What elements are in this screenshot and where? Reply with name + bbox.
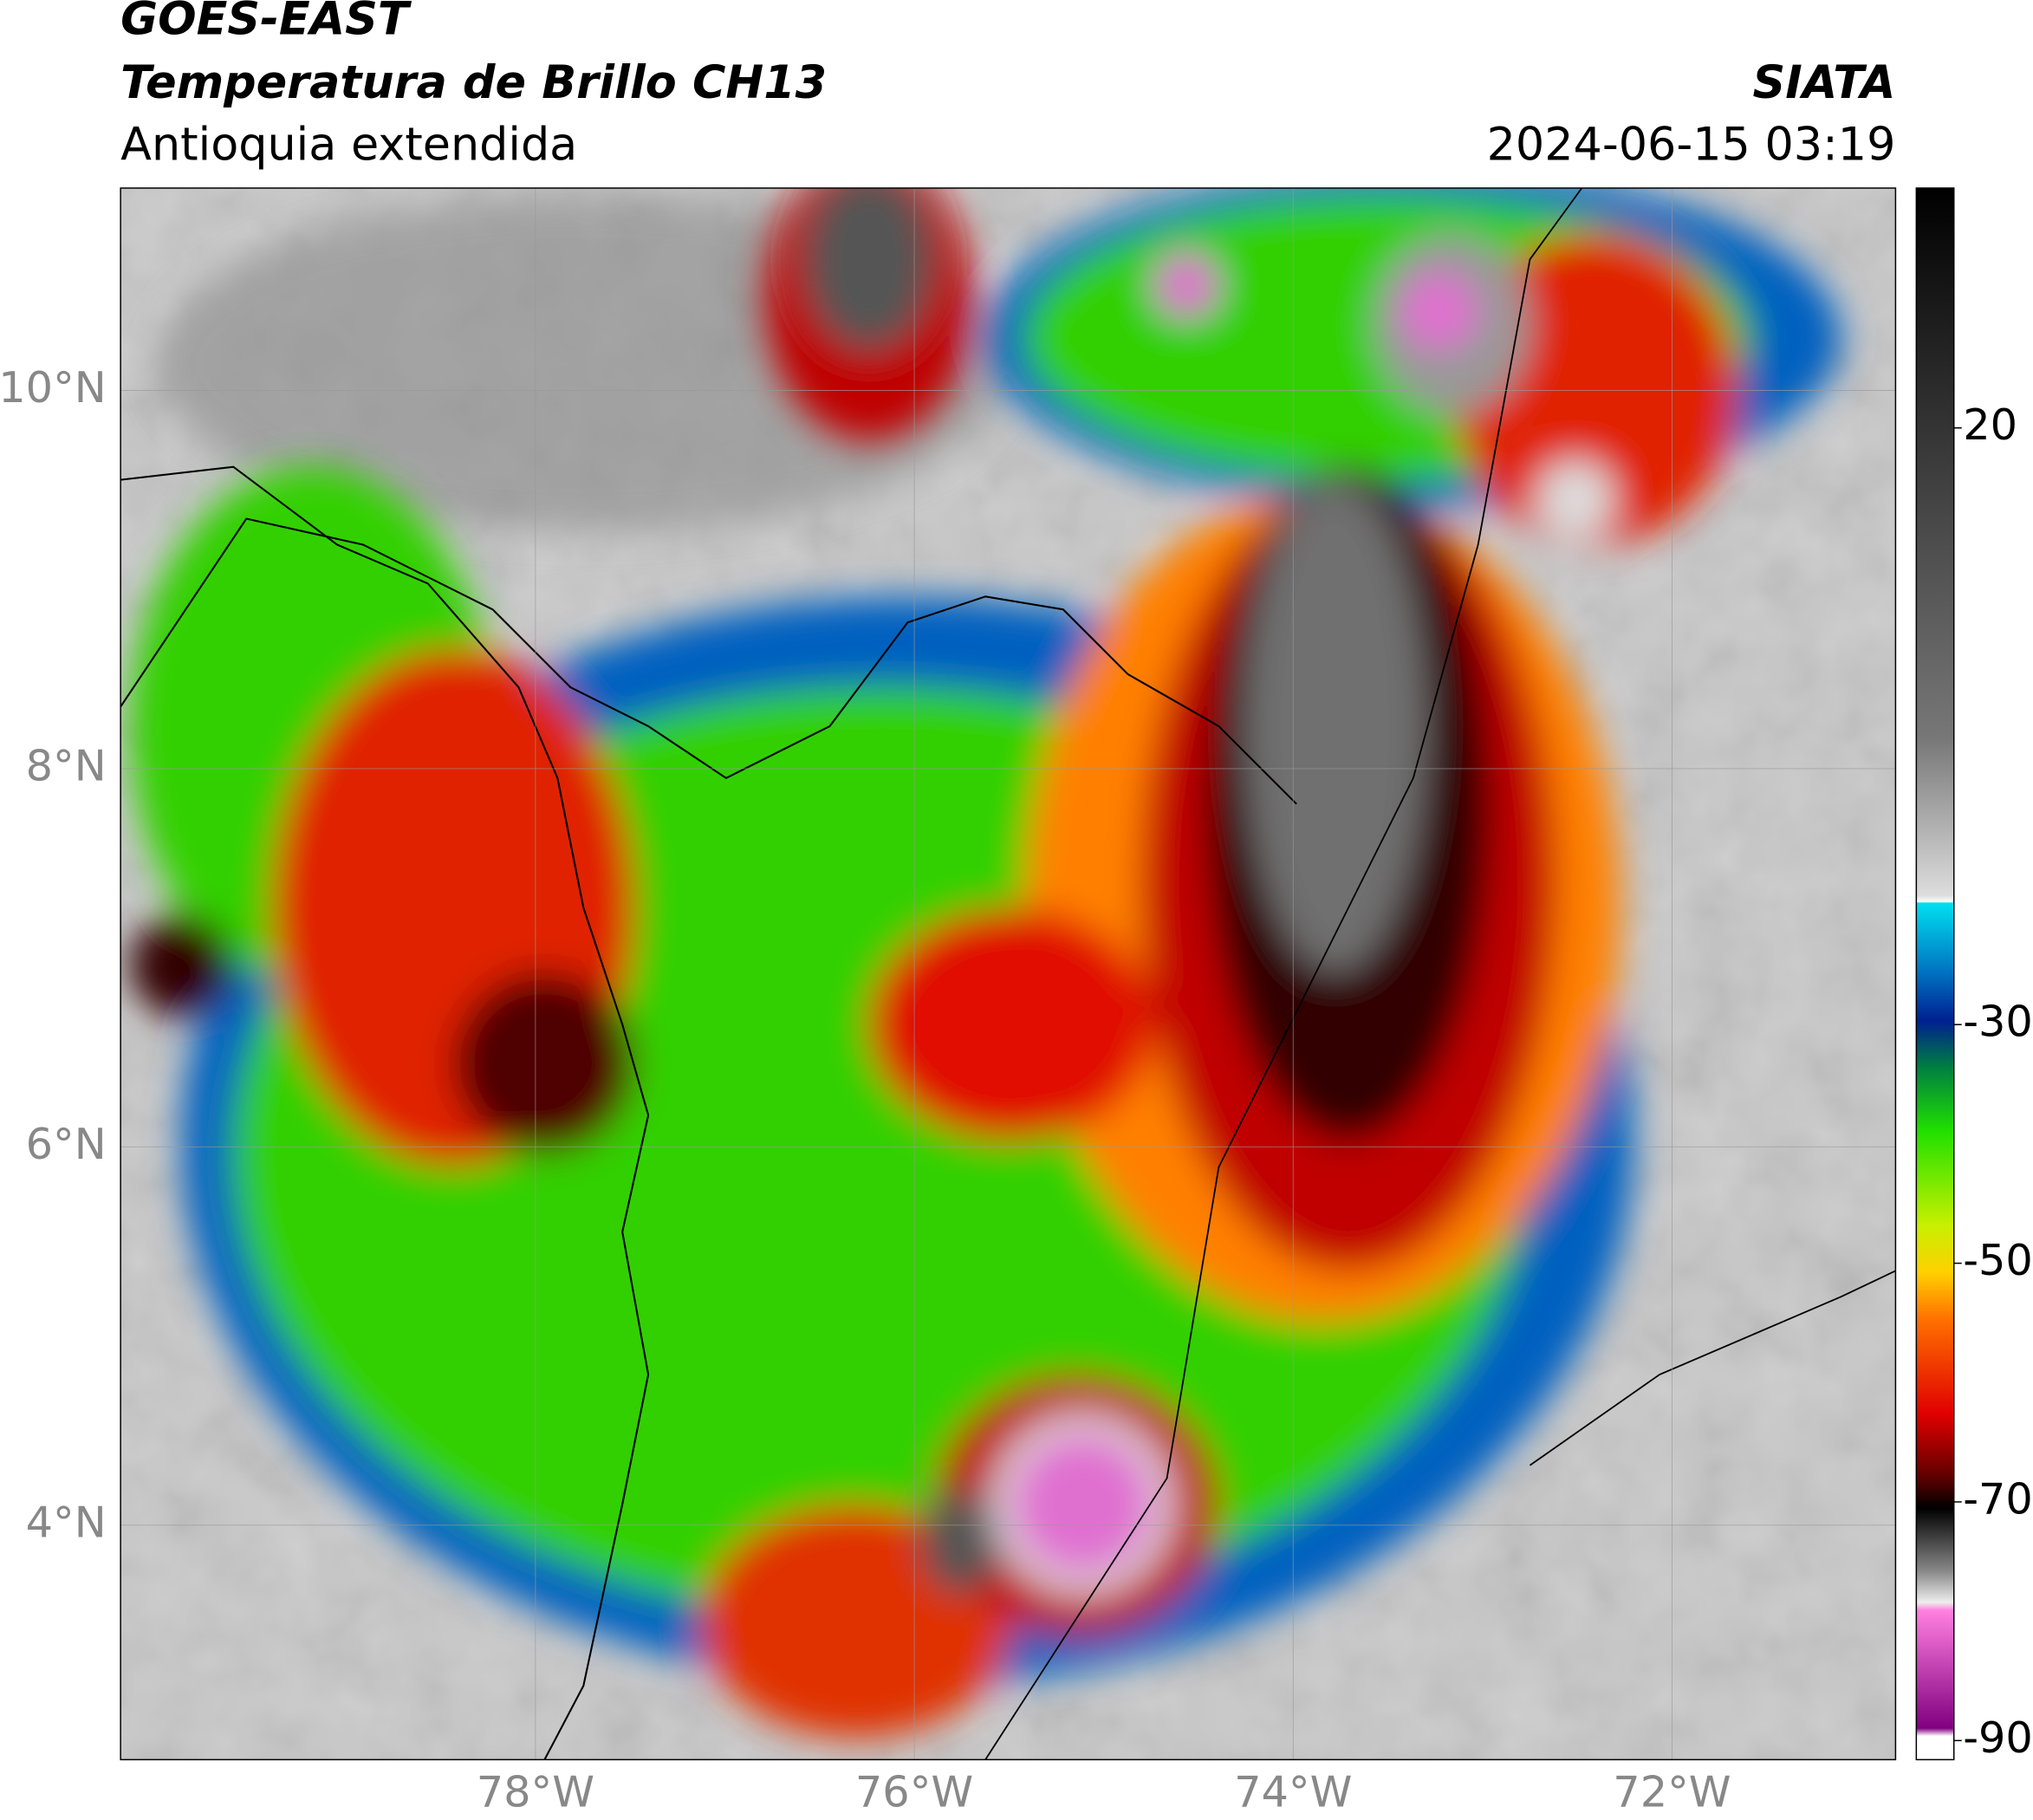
lat-tick-label: 10°N	[0, 362, 107, 413]
satellite-image	[120, 188, 1896, 1760]
border	[984, 188, 1583, 1760]
colorbar-tick-label: -30	[1963, 997, 2033, 1047]
source: SIATA	[1753, 56, 1896, 109]
subtitle: Temperatura de Brillo CH13	[120, 56, 827, 109]
coastline	[120, 465, 650, 1760]
lon-tick-label: 74°W	[1234, 1766, 1352, 1817]
colorbar-tick-label: -70	[1963, 1473, 2033, 1524]
colorbar	[1915, 187, 1955, 1761]
colorbar-tick-label: -90	[1963, 1713, 2033, 1763]
coastline	[120, 517, 1297, 805]
lon-tick-label: 78°W	[477, 1766, 594, 1817]
lat-tick-label: 8°N	[26, 740, 107, 790]
lat-tick-label: 4°N	[26, 1497, 107, 1547]
lon-tick-label: 76°W	[855, 1766, 973, 1817]
colorbar-tick-label: -50	[1963, 1235, 2033, 1285]
border	[1529, 1270, 1896, 1466]
region: Antioquia extendida	[120, 119, 577, 172]
map-frame	[120, 187, 1897, 1761]
colorbar-tick-label: 20	[1963, 400, 2017, 450]
lon-tick-label: 72°W	[1613, 1766, 1731, 1817]
title: GOES-EAST	[120, 0, 412, 45]
timestamp: 2024-06-15 03:19	[1487, 119, 1896, 172]
lat-tick-label: 6°N	[26, 1119, 107, 1169]
